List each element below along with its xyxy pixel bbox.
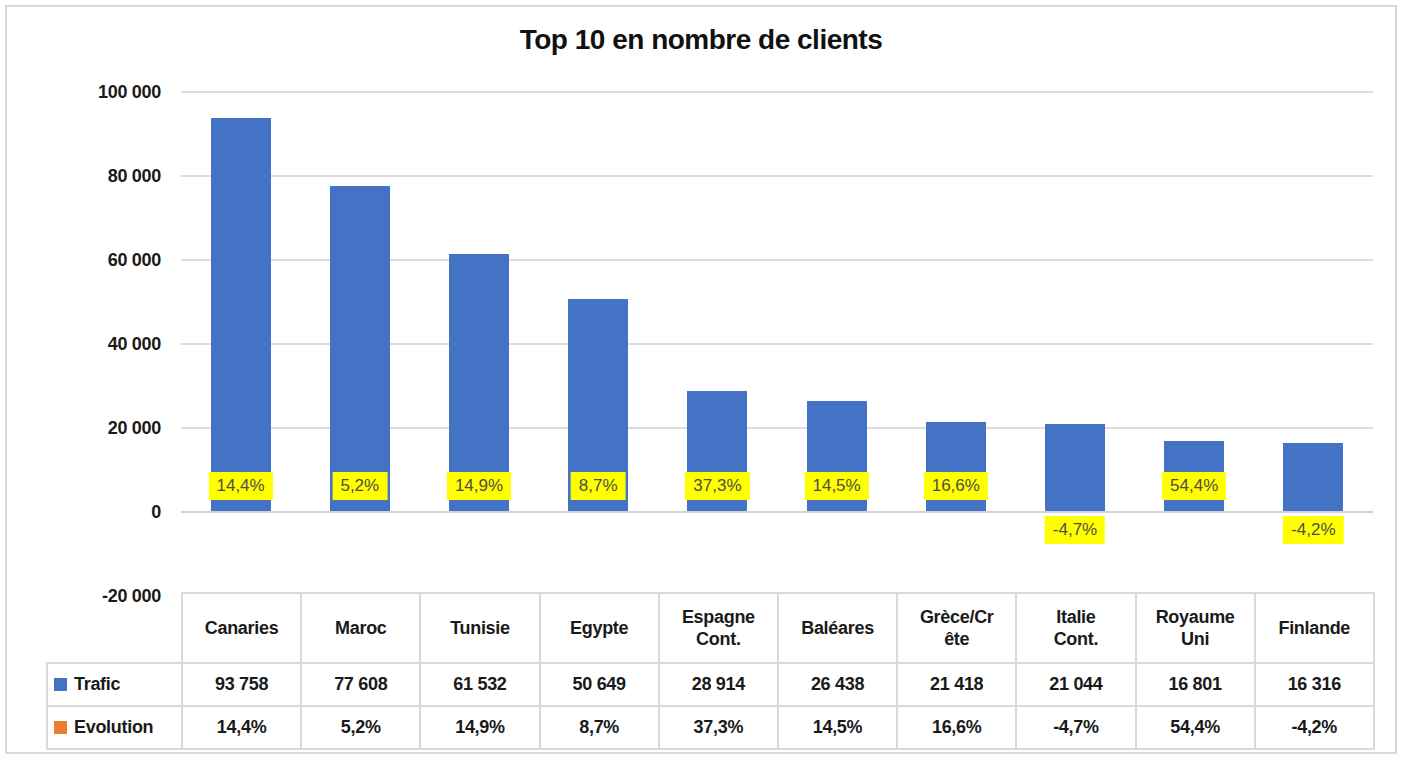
evolution-value-cell: 16,6% [897, 706, 1016, 749]
y-axis-tick-label: 60 000 [18, 249, 161, 271]
evolution-data-label: 16,6% [924, 472, 988, 500]
y-axis-tick-label: 0 [18, 501, 161, 523]
y-gridline [181, 91, 1373, 93]
table-corner-spacer [47, 593, 182, 663]
trafic-value-cell: 16 801 [1136, 663, 1255, 706]
evolution-data-label: 54,4% [1162, 472, 1226, 500]
evolution-data-label: 37,3% [685, 472, 749, 500]
evolution-value-cell: -4,2% [1255, 706, 1374, 749]
y-axis-tick-label: 100 000 [18, 81, 161, 103]
evolution-data-label: 5,2% [332, 472, 387, 500]
table-header-cell: Maroc [301, 593, 420, 663]
table-header-cell: Canaries [182, 593, 301, 663]
y-gridline [181, 175, 1373, 177]
chart-area[interactable]: Top 10 en nombre de clients CanariesMaro… [0, 0, 1402, 758]
trafic-bar [330, 186, 390, 512]
trafic-bar [211, 118, 271, 512]
trafic-bar [1045, 424, 1105, 512]
evolution-data-label: -4,2% [1283, 516, 1343, 544]
trafic-value-cell: 50 649 [540, 663, 659, 706]
evolution-data-label: 8,7% [571, 472, 626, 500]
evolution-value-cell: 8,7% [540, 706, 659, 749]
x-axis-line [181, 511, 1373, 513]
trafic-value-cell: 61 532 [420, 663, 539, 706]
evolution-data-label: 14,5% [804, 472, 868, 500]
evolution-legend-swatch-icon [54, 721, 67, 734]
evolution-value-cell: 14,4% [182, 706, 301, 749]
evolution-legend-cell: Evolution [47, 706, 182, 749]
chart-title: Top 10 en nombre de clients [0, 24, 1402, 56]
table-header-cell: Baléares [778, 593, 897, 663]
evolution-value-cell: 14,9% [420, 706, 539, 749]
evolution-value-cell: 5,2% [301, 706, 420, 749]
trafic-value-cell: 21 418 [897, 663, 1016, 706]
trafic-legend-cell: Trafic [47, 663, 182, 706]
trafic-value-cell: 16 316 [1255, 663, 1374, 706]
y-axis-tick-label: 80 000 [18, 165, 161, 187]
trafic-legend-swatch-icon [54, 678, 67, 691]
trafic-value-cell: 77 608 [301, 663, 420, 706]
trafic-legend-label: Trafic [74, 674, 120, 694]
evolution-legend-label: Evolution [74, 717, 153, 737]
evolution-value-cell: 54,4% [1136, 706, 1255, 749]
evolution-data-label: -4,7% [1045, 516, 1105, 544]
table-header-cell: Egypte [540, 593, 659, 663]
table-header-cell: Espagne Cont. [659, 593, 778, 663]
evolution-value-cell: 37,3% [659, 706, 778, 749]
trafic-value-cell: 21 044 [1016, 663, 1135, 706]
trafic-bar [1283, 443, 1343, 512]
evolution-value-cell: 14,5% [778, 706, 897, 749]
table-header-cell: Tunisie [420, 593, 539, 663]
trafic-value-cell: 26 438 [778, 663, 897, 706]
y-axis-tick-label: 20 000 [18, 417, 161, 439]
evolution-value-cell: -4,7% [1016, 706, 1135, 749]
evolution-data-label: 14,9% [447, 472, 511, 500]
table-header-cell: Finlande [1255, 593, 1374, 663]
table-header-cell: Italie Cont. [1016, 593, 1135, 663]
table-header-cell: Grèce/Cr ête [897, 593, 1016, 663]
trafic-value-cell: 93 758 [182, 663, 301, 706]
trafic-value-cell: 28 914 [659, 663, 778, 706]
data-table: CanariesMarocTunisieEgypteEspagne Cont.B… [46, 592, 1375, 750]
evolution-data-label: 14,4% [208, 472, 272, 500]
y-axis-tick-label: 40 000 [18, 333, 161, 355]
table-header-cell: Royaume Uni [1136, 593, 1255, 663]
